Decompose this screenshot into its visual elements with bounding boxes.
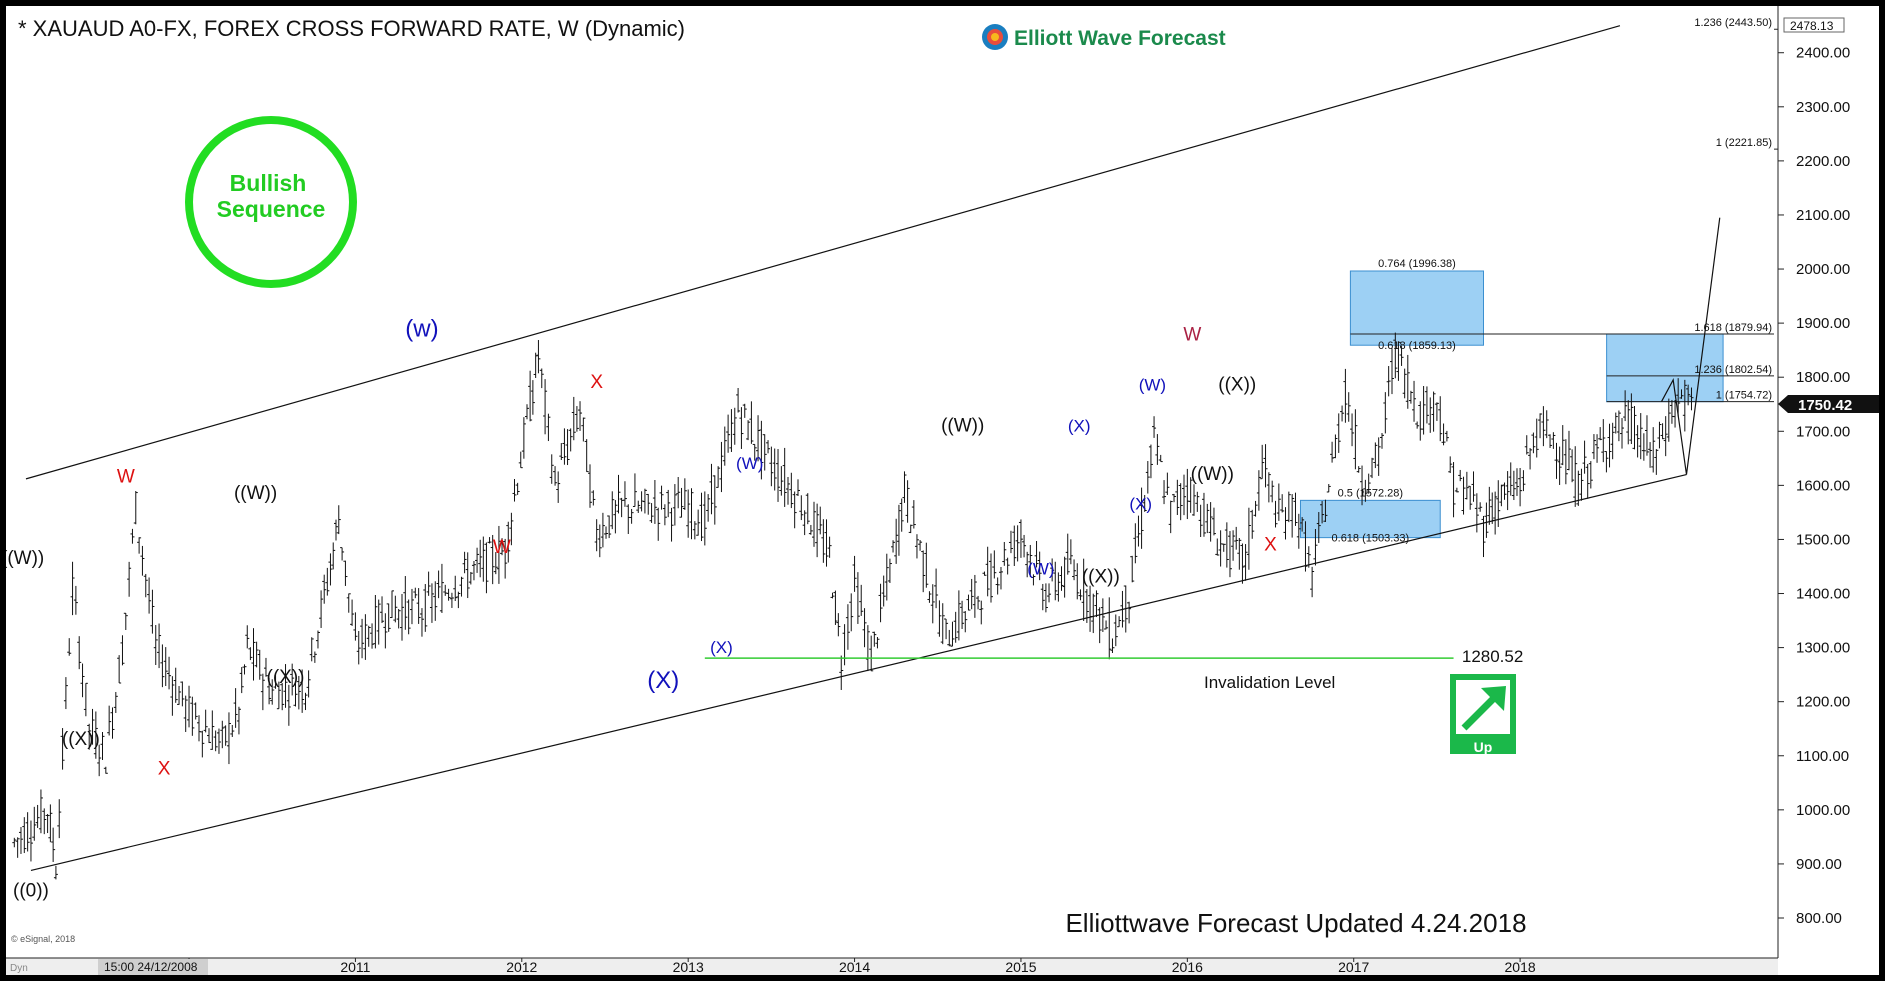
wave-label: X [1264,534,1277,555]
y-tick-label: 1000.00 [1796,802,1850,819]
badge-line-2: Sequence [217,196,326,222]
up-label: Up [1474,739,1493,755]
up-arrow-icon [1481,686,1506,711]
x-tick-label: 2015 [1005,959,1036,975]
wave-label: ((X)) [267,667,305,688]
y-tick-label: 2000.00 [1796,261,1850,278]
x-axis-panel [6,958,1778,975]
y-tick-label: 800.00 [1796,910,1842,927]
x-tick-label: 2012 [506,959,537,975]
y-tick-label: 1900.00 [1796,315,1850,332]
fib-level-label: 0.618 (1503.33) [1332,533,1410,545]
bullish-sequence-badge: Bullish Sequence [185,116,357,288]
x-tick-label: 2011 [340,959,370,975]
wave-label: (w) [405,316,438,343]
wave-label: ((0)) [13,880,49,901]
chart-title: * XAUAUD A0-FX, FOREX CROSS FORWARD RATE… [18,16,685,41]
date-box [98,959,208,975]
top-price-label: 2478.13 [1790,19,1834,33]
wave-label: X [590,372,603,393]
x-tick-label: 2016 [1172,959,1203,975]
y-axis-panel [1778,6,1879,975]
y-tick-label: 1300.00 [1796,640,1850,657]
y-tick-label: 2300.00 [1796,99,1850,116]
y-tick-label: 900.00 [1796,856,1842,873]
wave-label: (W) [1139,376,1166,395]
channel-line [30,473,1687,871]
wave-labels: ((0)) ((W)) ((X)) W X ((W)) ((X)) (w) W X (W) (X) (X… [1,316,1277,902]
fib-level-label: 1.618 (1879.94) [1694,322,1772,334]
y-tick-label: 1100.00 [1796,748,1849,765]
wave-label: ((W)) [1191,464,1234,485]
y-tick-label: 1400.00 [1796,586,1850,603]
channel-lines [25,25,1721,871]
date-box-label: 15:00 24/12/2008 [104,960,198,974]
y-tick-label: 1800.00 [1796,369,1850,386]
fib-level-label: 1.236 (2443.50) [1694,17,1772,29]
y-tick-label: 2400.00 [1796,45,1850,62]
wave-label: X [158,759,171,780]
y-tick-label: 1600.00 [1796,477,1850,494]
candles [12,332,1694,880]
current-price-marker [1778,395,1879,414]
fib-level-label: 0.618 (1859.13) [1378,340,1456,352]
invalidation-label: Invalidation Level [1204,673,1335,692]
wave-label: (X) [1129,495,1152,514]
y-tick-label: 1500.00 [1796,531,1850,548]
y-axis: 800.00 900.00 1000.00 1100.00 1200.00 1300.00… [1777,6,1879,975]
invalidation-value: 1280.52 [1462,647,1523,666]
fib-box [1349,270,1484,346]
wave-label: ((W)) [234,483,277,504]
top-price-box [1783,17,1845,33]
invalidation-line: 1280.52 Invalidation Level [704,647,1523,692]
wave-label: (X) [647,667,679,694]
wave-label: W [117,467,135,488]
current-price-label: 1750.42 [1798,397,1852,414]
wave-label: W [493,537,511,558]
wave-label: ((X)) [1082,567,1120,588]
channel-line [25,25,1621,480]
plot-area: 1.236 (2443.50) 1 (2221.85) 1.618 (1879.94… [1,6,1885,975]
fib-level-label: 0.5 (1572.28) [1338,487,1403,499]
dyn-label: Dyn [10,963,28,974]
x-tick-label: 2014 [839,959,870,975]
brand-name: Elliott Wave Forecast [1014,27,1226,50]
wave-label: (W) [736,454,763,473]
wave-label: W [1183,324,1201,345]
y-tick-label: 1700.00 [1796,423,1850,440]
fib-box [1299,499,1441,539]
up-icon: Up [1450,674,1516,755]
fib-level-label: 1 (1754.72) [1716,390,1772,402]
wave-label: (X) [710,638,733,657]
fib-level-label: 1 (2221.85) [1716,137,1772,149]
footer-note: Elliottwave Forecast Updated 4.24.2018 [1065,908,1526,938]
y-tick-label: 1200.00 [1796,694,1850,711]
wave-label: ((X)) [62,729,100,750]
fib-level-label: 0.764 (1996.38) [1378,258,1456,270]
x-axis: 20102011201220132014201520162017201815:0… [6,957,1778,975]
wave-label: (X) [1068,416,1091,435]
wave-label: ((W)) [6,548,44,569]
price-chart: 1.236 (2443.50) 1 (2221.85) 1.618 (1879.94… [1,6,1885,975]
wave-label: ((W)) [941,415,984,436]
fib-level-label: 1.236 (1802.54) [1694,364,1772,376]
wave-label: (W) [1027,560,1054,579]
y-tick-label: 2100.00 [1796,207,1850,224]
brand-logo: Elliott Wave Forecast [982,24,1226,50]
x-tick-label: 2017 [1338,959,1369,975]
wave-label: ((X)) [1218,375,1256,396]
x-tick-label: 2018 [1505,959,1536,975]
x-tick-label: 2013 [673,959,704,975]
y-tick-label: 2200.00 [1796,153,1850,170]
badge-line-1: Bullish [230,170,307,196]
source-note: © eSignal, 2018 [11,934,75,944]
projection-path [1661,217,1721,475]
